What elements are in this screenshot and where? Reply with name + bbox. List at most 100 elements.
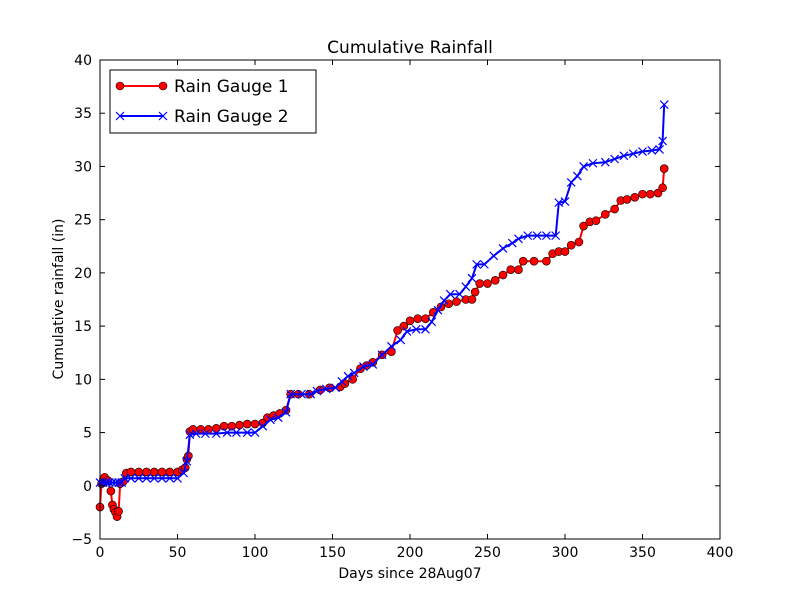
legend-marker-gauge-2-b — [158, 111, 168, 121]
data-point — [421, 314, 430, 323]
data-point — [659, 164, 669, 173]
data-point — [306, 389, 316, 399]
data-point — [399, 321, 409, 331]
data-point — [321, 384, 331, 394]
x-tick-label: 400 — [707, 545, 734, 561]
x-tick-label: 350 — [629, 545, 656, 561]
x-tick-label: 300 — [552, 545, 579, 561]
data-point — [610, 204, 619, 214]
data-point — [560, 247, 570, 256]
data-point — [479, 259, 489, 269]
data-point — [655, 144, 664, 154]
data-point — [179, 468, 189, 478]
x-tick-label: 100 — [242, 545, 269, 561]
legend-marker-gauge-2-a — [115, 111, 125, 121]
data-point — [222, 428, 232, 437]
data-point — [489, 251, 499, 261]
data-point — [622, 195, 632, 204]
data-point — [349, 368, 359, 378]
data-point — [638, 147, 647, 156]
y-tick-label: 20 — [74, 266, 92, 282]
data-point — [588, 158, 598, 168]
data-point — [393, 326, 402, 335]
data-point — [235, 420, 244, 430]
x-tick-label: 150 — [319, 545, 346, 561]
data-point — [337, 377, 347, 386]
y-tick-label: 0 — [83, 479, 92, 495]
data-point — [658, 183, 667, 193]
data-point — [126, 473, 136, 483]
data-point — [600, 157, 610, 167]
data-point — [120, 473, 130, 483]
data-point — [266, 415, 275, 425]
data-point — [111, 478, 120, 488]
data-point — [630, 193, 640, 202]
data-point — [638, 189, 647, 199]
data-point — [211, 423, 221, 433]
data-point — [645, 189, 655, 199]
data-point — [273, 413, 283, 423]
data-point — [444, 299, 454, 309]
y-axis-label: Cumulative rainfall (in) — [51, 219, 67, 380]
data-point — [542, 256, 551, 266]
data-point — [490, 276, 500, 285]
data-point — [368, 360, 378, 369]
x-tick-label: 0 — [96, 545, 105, 561]
data-point — [619, 151, 629, 161]
data-point — [574, 237, 584, 247]
y-tick-label: −5 — [71, 532, 92, 548]
data-point — [541, 231, 551, 241]
data-point — [242, 428, 252, 437]
y-tick-label: 25 — [74, 213, 92, 229]
data-point — [182, 456, 192, 466]
ticks-layer: 0 50 100 150 200 250 300 350 400−505101520253035… — [71, 53, 733, 561]
legend-label-gauge-1: Rain Gauge 1 — [174, 77, 289, 97]
data-point — [560, 197, 570, 206]
x-tick-label: 250 — [474, 545, 501, 561]
data-point — [258, 421, 268, 431]
data-point — [114, 507, 123, 516]
data-point — [106, 486, 116, 496]
data-point — [204, 425, 213, 434]
data-point — [165, 473, 175, 483]
data-point — [472, 259, 482, 269]
data-point — [507, 238, 517, 248]
data-point — [445, 289, 455, 299]
x-axis-label: Days since 28Aug07 — [338, 566, 481, 582]
data-point — [658, 136, 668, 146]
y-tick-label: 40 — [74, 53, 92, 69]
data-point — [173, 473, 182, 483]
data-point — [498, 243, 508, 253]
data-point — [518, 256, 528, 266]
data-point — [104, 478, 114, 488]
data-point — [483, 279, 492, 288]
data-point — [250, 419, 260, 429]
data-point — [433, 305, 443, 315]
data-point — [149, 473, 159, 483]
data-point — [191, 429, 201, 439]
data-point — [114, 478, 124, 488]
data-point — [242, 419, 252, 429]
x-tick-label: 50 — [169, 545, 187, 561]
data-point — [579, 221, 588, 231]
data-point — [532, 231, 542, 241]
data-point — [475, 279, 485, 288]
legend-label-gauge-2: Rain Gauge 2 — [174, 107, 289, 127]
x-tick-label: 200 — [397, 545, 424, 561]
y-tick-label: 30 — [74, 159, 92, 175]
data-point — [250, 428, 260, 437]
data-point — [551, 231, 561, 241]
data-point — [211, 429, 221, 439]
data-point — [566, 240, 576, 250]
data-point — [600, 210, 610, 219]
legend-marker-gauge-1-a — [115, 81, 125, 91]
y-tick-label: 10 — [74, 372, 92, 388]
y-tick-label: 35 — [74, 106, 92, 122]
legend: Rain Gauge 1 Rain Gauge 2 — [109, 69, 317, 134]
data-point — [628, 149, 638, 159]
data-point — [297, 389, 306, 399]
y-tick-label: 5 — [83, 426, 92, 442]
data-point — [286, 389, 296, 399]
data-point — [281, 407, 291, 417]
